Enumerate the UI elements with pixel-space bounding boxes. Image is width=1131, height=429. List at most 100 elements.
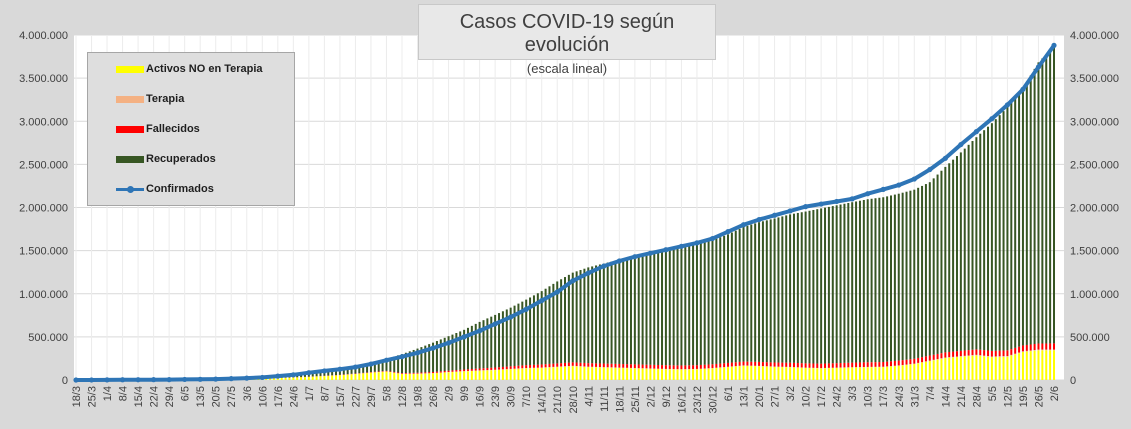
bar-activos [668,369,671,380]
bar-fallecidos [703,364,706,369]
bar-fallecidos [595,363,598,367]
confirmados-point [119,377,126,383]
bar-activos [886,366,889,380]
x-tick-label: 22/4 [149,386,161,407]
bar-fallecidos [416,372,419,374]
bar-activos [478,370,481,380]
bar-activos [637,368,640,380]
bar-recuperados [350,366,353,374]
bar-fallecidos [928,355,931,361]
confirmados-point [585,270,591,276]
chart-title: Casos COVID-19 según evolución [459,11,675,56]
confirmados-point [1004,102,1011,108]
bar-fallecidos [622,364,625,368]
bar-recuperados [990,123,993,351]
confirmados-point [973,129,979,135]
bar-fallecidos [1025,344,1028,351]
bar-recuperados [688,246,691,366]
bar-activos [645,368,648,380]
x-tick-label: 8/4 [118,386,130,401]
confirmados-point [911,176,917,182]
bar-fallecidos [994,350,997,357]
bar-fallecidos [835,363,838,368]
bar-recuperados [327,370,330,376]
x-tick-label: 2/12 [645,386,657,407]
bar-activos [843,367,846,380]
legend-swatch-terapia [116,95,144,103]
bar-terapia [1041,349,1044,351]
left-tick-label: 4.000.000 [19,30,68,42]
bar-fallecidos [1010,349,1013,355]
bar-fallecidos [789,362,792,367]
bar-activos [451,372,454,380]
bar-recuperados [1002,111,1005,351]
bar-activos [870,367,873,380]
bar-recuperados [831,206,834,364]
bar-fallecidos [901,360,904,365]
bar-fallecidos [975,349,978,355]
left-axis: 0 500.000 1.000.000 1.500.000 2.000.000 2.500… [19,30,68,387]
bar-activos [486,370,489,380]
bar-fallecidos [742,361,745,366]
bar-terapia [975,354,978,356]
bar-recuperados [870,198,873,363]
bar-activos [463,371,466,380]
bar-recuperados [606,262,609,364]
bar-activos [470,371,473,380]
bar-activos [587,367,590,380]
bar-fallecidos [897,360,900,366]
x-tick-label: 3/6 [242,386,254,401]
confirmados-point [104,377,110,383]
x-tick-label: 24/2 [832,386,844,407]
bar-recuperados [598,264,601,364]
bar-activos [858,367,861,380]
bar-recuperados [847,202,850,363]
bar-recuperados [738,228,741,362]
bar-activos [688,369,691,380]
bar-recuperados [393,356,396,372]
bar-recuperados [335,369,338,376]
bar-fallecidos [579,362,582,367]
legend: Activos NO en Terapia Terapia Fallecidos… [87,52,295,206]
bar-activos [1006,356,1009,380]
bar-recuperados [525,299,528,366]
bar-recuperados [622,258,625,365]
bar-activos [276,378,279,380]
bar-recuperados [1049,50,1052,344]
bar-recuperados [575,271,578,363]
bar-activos [730,366,733,380]
bar-terapia [1018,352,1021,354]
bar-fallecidos [432,371,435,374]
confirmados-point [275,373,281,379]
x-tick-label: 6/5 [180,386,192,401]
legend-label-activos: Activos NO en Terapia [146,63,263,75]
bar-activos [955,357,958,380]
bar-fallecidos [653,364,656,369]
bar-recuperados [373,361,376,372]
bar-activos [1041,350,1044,380]
bar-recuperados [924,184,927,357]
bar-recuperados [455,333,458,371]
bar-activos [657,369,660,380]
bar-recuperados [878,197,881,363]
bar-recuperados [428,344,431,373]
bar-activos [897,365,900,380]
bar-fallecidos [1029,344,1032,351]
bar-fallecidos [466,369,469,371]
bar-recuperados [800,212,803,364]
x-tick-label: 30/9 [506,386,518,407]
bar-recuperados [773,218,776,363]
bar-activos [548,367,551,380]
bar-activos [416,373,419,380]
confirmados-point [771,212,778,218]
bar-fallecidos [575,362,578,367]
bar-recuperados [583,268,586,363]
confirmados-point [942,155,948,161]
bar-recuperados [703,242,706,365]
confirmados-point [259,374,265,381]
legend-item-terapia: Terapia [116,91,184,107]
bar-recuperados [397,355,400,373]
bar-activos [800,367,803,380]
bar-recuperados [567,274,570,363]
